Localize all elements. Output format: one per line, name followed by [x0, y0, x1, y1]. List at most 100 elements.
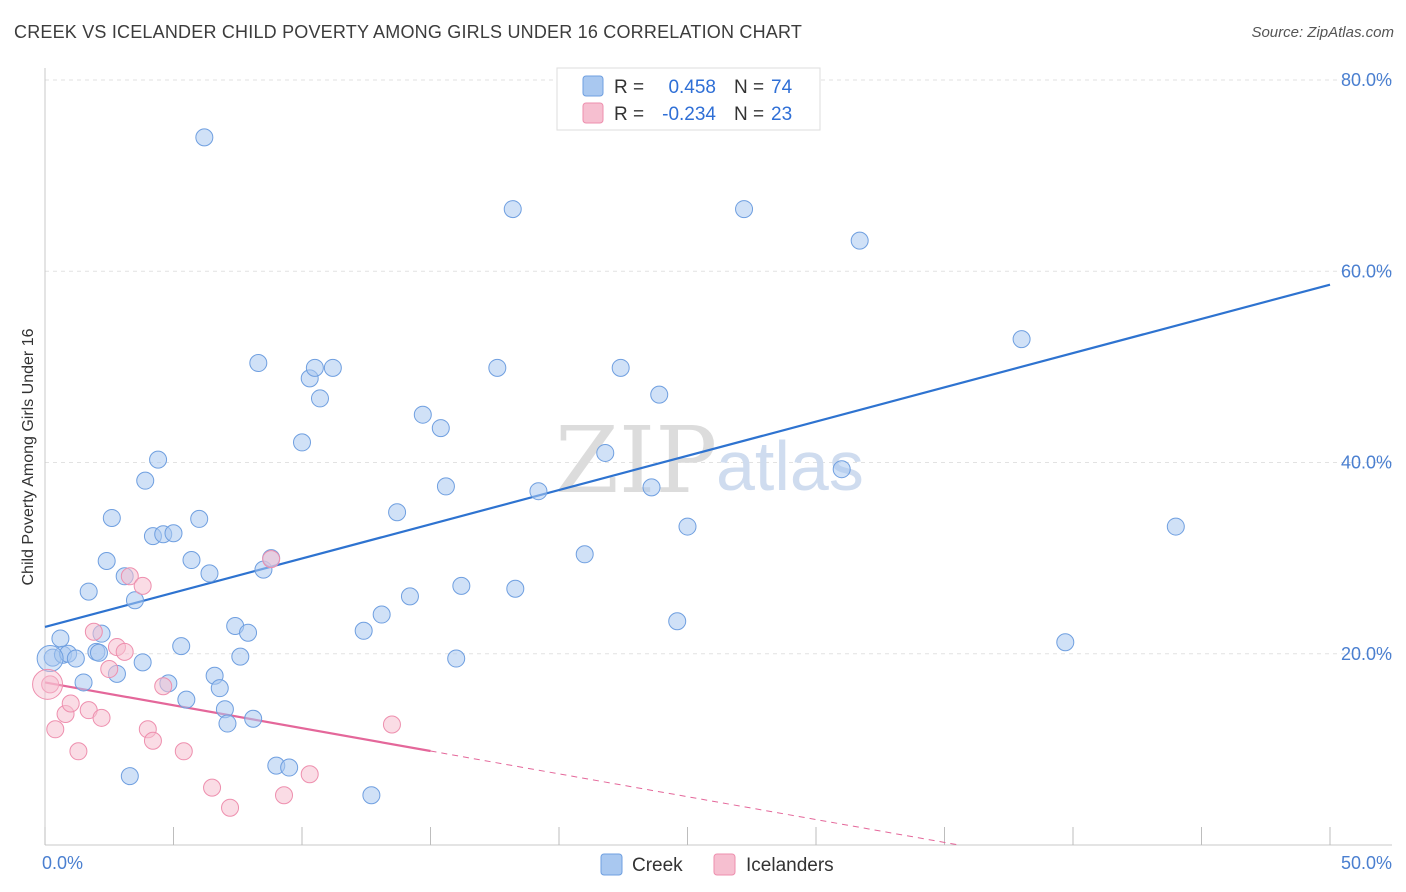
creek-point	[125, 591, 144, 610]
creek-point	[400, 587, 419, 606]
icelanders-point	[46, 720, 65, 739]
creek-point	[575, 545, 594, 564]
creek-trend-line	[44, 283, 1331, 629]
legend-r-value-icelanders: -0.234	[662, 104, 716, 125]
y-tick-label: 20.0%	[1341, 644, 1392, 664]
legend-r-value-creek: 0.458	[668, 77, 716, 98]
creek-point	[447, 649, 466, 668]
creek-point	[431, 419, 450, 438]
creek-point	[172, 637, 191, 656]
creek-point	[177, 690, 196, 709]
creek-point	[249, 354, 268, 373]
creek-point	[97, 551, 116, 570]
creek-point	[218, 714, 237, 733]
legend-n-value-icelanders: 23	[771, 104, 792, 125]
creek-point	[182, 551, 201, 570]
y-axis-label: Child Poverty Among Girls Under 16	[20, 328, 37, 585]
creek-point	[200, 564, 219, 583]
creek-point	[120, 767, 139, 786]
creek-point	[36, 645, 64, 673]
grid-lines	[45, 79, 1392, 655]
creek-point	[66, 649, 85, 668]
icelanders-point	[154, 677, 173, 696]
icelanders-point	[69, 742, 88, 761]
icelanders-trend-line	[44, 681, 431, 753]
icelanders-point	[61, 694, 80, 713]
creek-point	[102, 508, 121, 527]
creek-point	[611, 358, 630, 377]
creek-point	[735, 200, 754, 219]
icelanders-point	[143, 731, 162, 750]
legend-r-label-icelanders: R =	[614, 104, 644, 125]
icelanders-point	[120, 567, 139, 586]
legend-n-value-creek: 74	[771, 77, 793, 98]
creek-point	[1166, 517, 1185, 536]
tick-labels: 20.0% 40.0% 60.0% 80.0% 0.0% 50.0%	[42, 70, 1392, 873]
icelanders-point	[382, 715, 401, 734]
legend-swatch-creek	[582, 75, 604, 97]
series-legend: Creek Icelanders	[600, 853, 834, 876]
creek-point	[136, 471, 155, 490]
icelanders-point	[32, 668, 64, 700]
creek-point	[503, 200, 522, 219]
icelanders-point	[133, 576, 152, 595]
creek-point	[436, 477, 455, 496]
legend-r-label-creek: R =	[614, 77, 644, 98]
axes	[44, 68, 1392, 846]
source-credit: Source: ZipAtlas.com	[1251, 24, 1394, 41]
creek-point	[79, 582, 98, 601]
x-tick-label: 0.0%	[42, 853, 83, 873]
bottom-legend-creek: Creek	[632, 855, 683, 876]
data-points	[32, 128, 1185, 817]
icelanders-point	[115, 642, 134, 661]
bottom-legend-swatch-icelanders	[713, 853, 736, 876]
y-tick-label: 40.0%	[1341, 453, 1392, 473]
creek-point	[488, 358, 507, 377]
creek-point	[280, 758, 299, 777]
creek-point	[210, 679, 229, 698]
creek-point	[650, 385, 669, 404]
creek-point	[293, 433, 311, 452]
creek-point	[195, 128, 214, 147]
watermark-zip: ZIP	[555, 407, 717, 514]
creek-point	[89, 643, 108, 662]
creek-point	[164, 524, 183, 543]
legend-swatch-icelanders	[582, 102, 604, 124]
y-tick-label: 60.0%	[1341, 261, 1392, 281]
icelanders-point	[92, 708, 111, 727]
creek-point	[74, 673, 93, 692]
icelanders-point	[41, 675, 60, 694]
creek-point	[678, 517, 697, 536]
legend-n-label-icelanders: N =	[734, 104, 764, 125]
icelanders-point	[221, 798, 240, 817]
creek-point	[1056, 633, 1075, 652]
creek-point	[239, 623, 258, 642]
legend-n-label-creek: N =	[734, 77, 764, 98]
y-tick-label: 80.0%	[1341, 70, 1392, 90]
creek-point	[850, 231, 869, 250]
creek-point	[133, 653, 152, 672]
creek-point	[323, 358, 342, 377]
creek-point	[529, 482, 548, 501]
creek-point	[642, 478, 661, 497]
creek-point	[596, 443, 615, 462]
creek-point	[310, 389, 329, 408]
creek-point	[388, 503, 407, 522]
icelanders-point	[275, 786, 294, 805]
creek-point	[362, 786, 381, 805]
icelanders-point	[203, 778, 222, 797]
chart-title: CREEK VS ICELANDER CHILD POVERTY AMONG G…	[14, 22, 803, 42]
x-tick-label: 50.0%	[1341, 853, 1392, 873]
icelanders-point	[300, 765, 319, 784]
creek-point	[832, 460, 851, 479]
creek-point	[149, 450, 168, 469]
creek-point	[1012, 330, 1031, 349]
creek-point	[372, 605, 391, 624]
icelanders-point	[262, 550, 281, 569]
bottom-legend-icelanders: Icelanders	[746, 855, 834, 876]
icelanders-trend-extension	[430, 750, 960, 846]
icelanders-point	[100, 660, 119, 679]
creek-point	[231, 647, 250, 666]
creek-point	[668, 612, 687, 631]
